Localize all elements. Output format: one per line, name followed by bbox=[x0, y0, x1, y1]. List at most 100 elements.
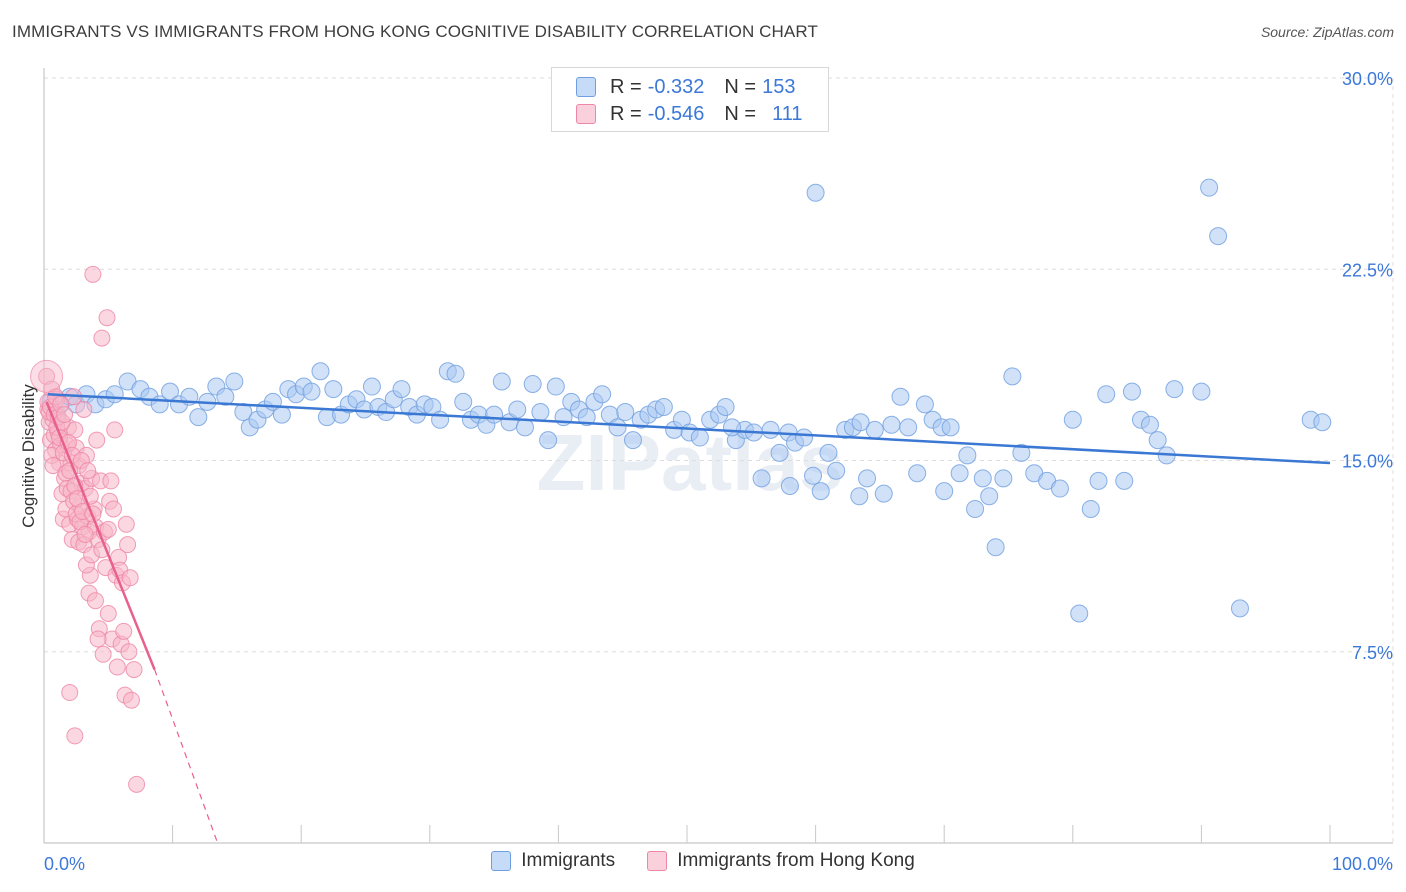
point-hong-kong bbox=[102, 472, 120, 490]
point-hong-kong bbox=[117, 515, 135, 533]
point-immigrants bbox=[1209, 227, 1228, 246]
point-immigrants bbox=[935, 482, 954, 501]
n-label: N = bbox=[724, 75, 757, 98]
point-hong-kong bbox=[88, 431, 106, 449]
point-immigrants bbox=[994, 469, 1013, 488]
point-immigrants bbox=[770, 443, 789, 462]
point-immigrants bbox=[189, 408, 208, 427]
point-immigrants bbox=[546, 377, 565, 396]
point-immigrants bbox=[1165, 380, 1184, 399]
point-immigrants bbox=[1070, 604, 1089, 623]
point-immigrants bbox=[485, 405, 504, 424]
point-hong-kong bbox=[93, 329, 111, 347]
trend-line-immigrants bbox=[47, 392, 1331, 465]
point-hong-kong bbox=[86, 592, 104, 610]
y-tick-label: 15.0% bbox=[1342, 452, 1393, 472]
tick-labels: 7.5% 15.0% 22.5% 30.0% 0.0% 100.0% bbox=[44, 69, 1393, 874]
point-immigrants bbox=[1140, 415, 1159, 434]
point-immigrants bbox=[623, 431, 642, 450]
legend-label: Immigrants from Hong Kong bbox=[677, 850, 915, 871]
point-immigrants bbox=[780, 477, 799, 495]
point-immigrants bbox=[577, 408, 596, 427]
point-immigrants bbox=[1012, 443, 1031, 462]
point-hong-kong bbox=[30, 359, 64, 393]
point-immigrants bbox=[1097, 385, 1116, 404]
trend-lines bbox=[45, 392, 1331, 844]
point-immigrants bbox=[723, 418, 742, 437]
point-immigrants bbox=[908, 464, 927, 483]
point-immigrants bbox=[446, 364, 465, 383]
n-label: N = bbox=[724, 102, 757, 125]
point-immigrants bbox=[1050, 479, 1069, 498]
point-hong-kong bbox=[56, 406, 74, 424]
point-immigrants bbox=[941, 418, 960, 437]
grid bbox=[44, 77, 1394, 843]
point-hong-kong bbox=[75, 401, 93, 418]
point-immigrants bbox=[392, 380, 411, 399]
point-immigrants bbox=[654, 397, 673, 416]
point-immigrants bbox=[272, 405, 291, 424]
point-hong-kong bbox=[108, 658, 126, 676]
legend-label: Immigrants bbox=[521, 850, 616, 871]
stats-legend-row-immigrants: R = -0.332 N = 153 bbox=[576, 74, 795, 100]
data-points bbox=[30, 178, 1332, 793]
point-hong-kong bbox=[84, 265, 102, 283]
legend-item-immigrants: Immigrants bbox=[491, 850, 615, 872]
point-immigrants bbox=[958, 446, 977, 465]
n-value: 153 bbox=[762, 75, 796, 98]
stats-legend: R = -0.332 N = 153 R = -0.546 N = 111 bbox=[551, 67, 829, 132]
r-label: R = bbox=[610, 102, 642, 125]
point-hong-kong bbox=[66, 727, 84, 745]
r-label: R = bbox=[610, 75, 642, 98]
point-hong-kong bbox=[89, 630, 107, 648]
point-immigrants bbox=[454, 392, 473, 411]
point-immigrants bbox=[1230, 599, 1249, 618]
r-value: -0.546 bbox=[647, 102, 705, 125]
legend-swatch-pink bbox=[647, 851, 668, 871]
point-immigrants bbox=[1003, 367, 1022, 386]
point-immigrants bbox=[858, 469, 877, 488]
point-immigrants bbox=[523, 375, 542, 393]
x-tick-label: 0.0% bbox=[44, 854, 85, 874]
point-immigrants bbox=[508, 400, 527, 419]
point-hong-kong bbox=[98, 309, 116, 327]
point-immigrants bbox=[216, 387, 235, 406]
point-immigrants bbox=[593, 385, 612, 404]
r-value: -0.332 bbox=[647, 75, 705, 98]
chart-title: IMMIGRANTS VS IMMIGRANTS FROM HONG KONG … bbox=[12, 22, 818, 41]
point-immigrants bbox=[362, 377, 381, 396]
y-tick-label: 7.5% bbox=[1352, 643, 1393, 663]
source-credit: Source: ZipAtlas.com bbox=[1260, 24, 1394, 40]
point-immigrants bbox=[1063, 410, 1082, 429]
y-tick-label: 22.5% bbox=[1342, 260, 1393, 280]
point-hong-kong bbox=[119, 536, 137, 554]
legend-swatch-blue bbox=[491, 851, 512, 871]
point-immigrants bbox=[616, 403, 635, 422]
point-immigrants bbox=[874, 484, 893, 503]
trend-line-hong-kong-extension bbox=[154, 669, 219, 844]
point-immigrants bbox=[819, 443, 838, 462]
point-immigrants bbox=[1089, 471, 1108, 490]
point-hong-kong bbox=[115, 622, 133, 640]
point-immigrants bbox=[827, 461, 846, 480]
point-immigrants bbox=[752, 469, 771, 488]
y-tick-label: 30.0% bbox=[1342, 69, 1393, 89]
point-immigrants bbox=[225, 372, 244, 391]
point-hong-kong bbox=[94, 645, 112, 663]
point-hong-kong bbox=[79, 462, 97, 480]
point-immigrants bbox=[105, 385, 124, 404]
legend-swatch-pink bbox=[576, 104, 596, 124]
point-immigrants bbox=[850, 487, 869, 506]
point-immigrants bbox=[915, 395, 934, 414]
point-immigrants bbox=[966, 499, 985, 518]
point-immigrants bbox=[804, 466, 823, 485]
point-immigrants bbox=[311, 362, 330, 381]
point-hong-kong bbox=[76, 525, 94, 543]
legend-item-hong-kong: Immigrants from Hong Kong bbox=[647, 850, 915, 872]
point-hong-kong bbox=[44, 457, 62, 475]
x-tick-label: 100.0% bbox=[1332, 854, 1393, 874]
series-legend: Immigrants Immigrants from Hong Kong bbox=[0, 850, 1406, 872]
y-axis-label: Cognitive Disability bbox=[19, 384, 38, 528]
point-hong-kong bbox=[99, 605, 117, 622]
